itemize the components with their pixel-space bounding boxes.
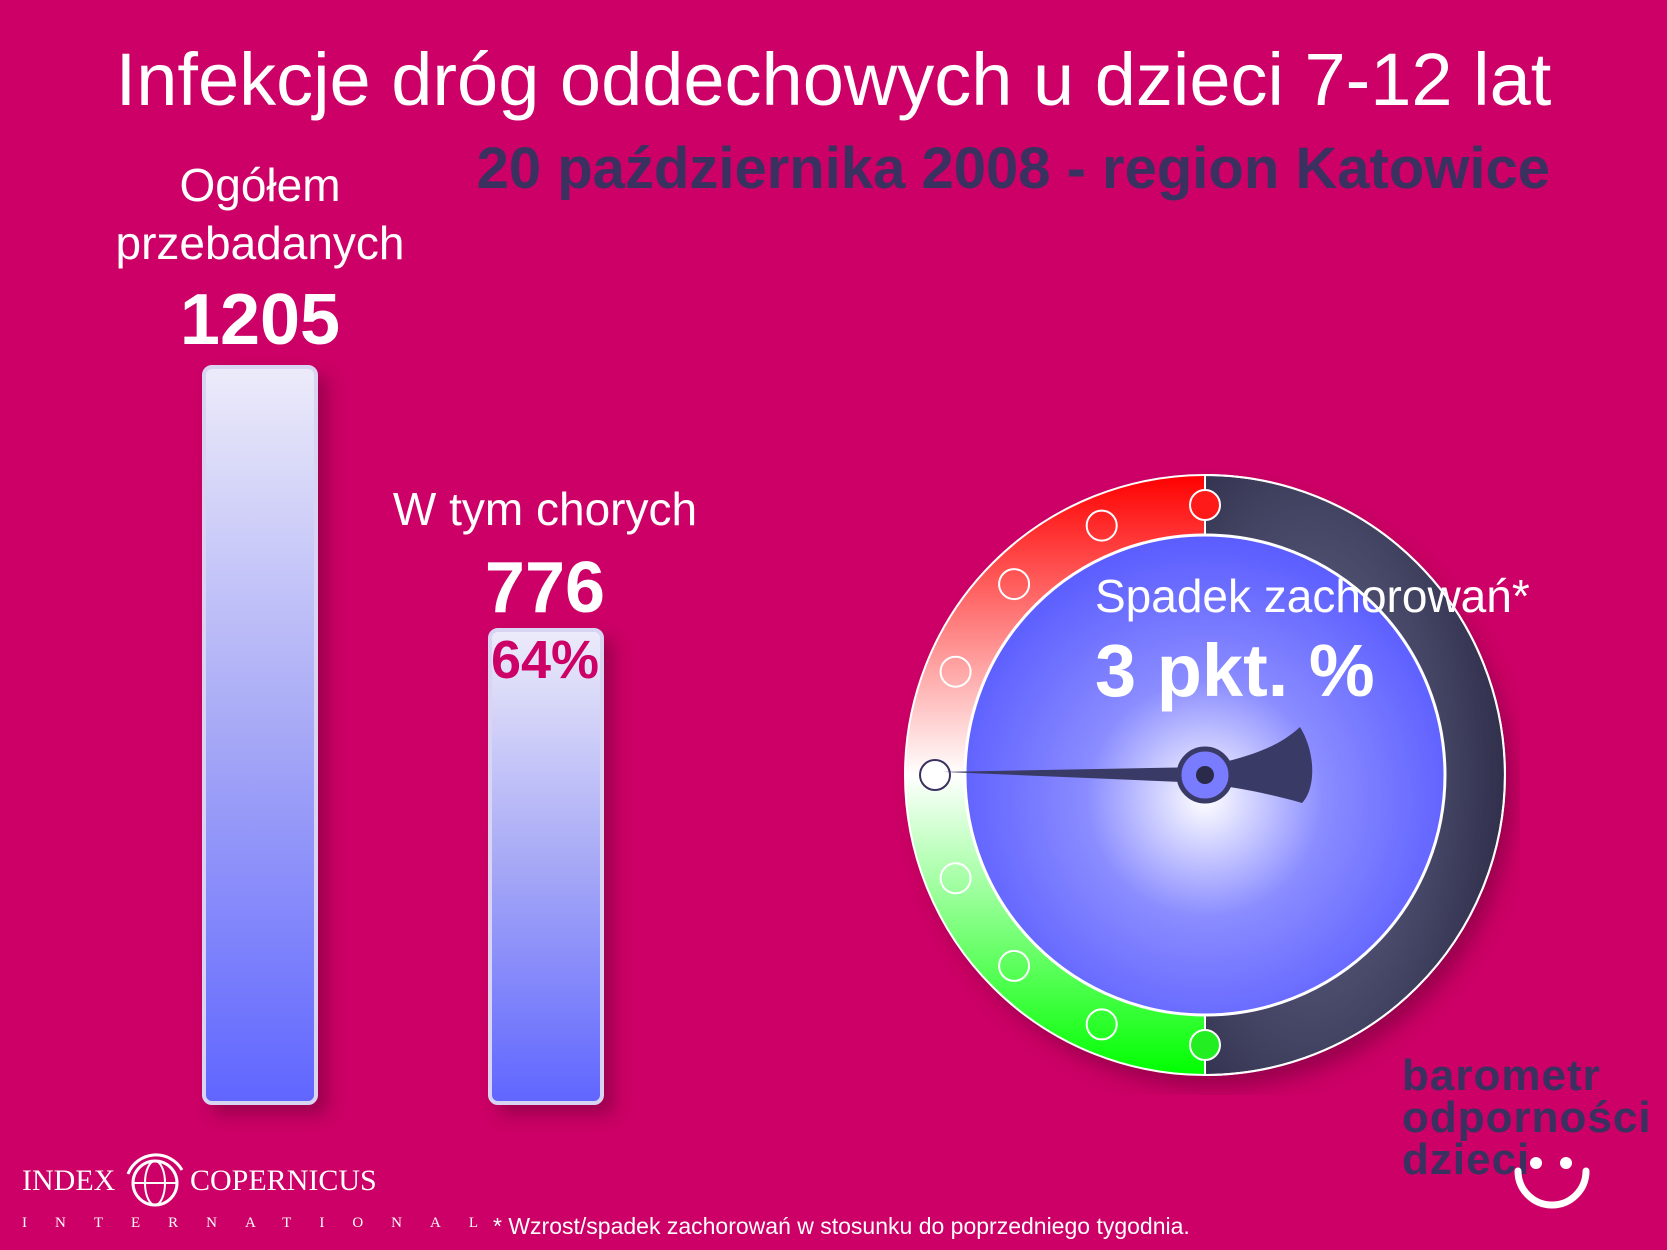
logo-text-international: INTERNATIONAL bbox=[22, 1215, 506, 1231]
bar-2-percent-label: 64% bbox=[490, 630, 600, 690]
barometer-gauge bbox=[904, 473, 1513, 1088]
smiley-icon bbox=[1514, 1157, 1590, 1209]
page-subtitle: 20 października 2008 - region Katowice bbox=[476, 136, 1550, 201]
bar-1-value-label: 1205 bbox=[179, 280, 341, 360]
logo-text-copernicus: COPERNICUS bbox=[190, 1164, 377, 1197]
bar-2 bbox=[488, 628, 604, 1105]
page-title: Infekcje dróg oddechowych u dzieci 7-12 … bbox=[115, 38, 1552, 121]
bar-1-label-line-1: Ogółem bbox=[179, 159, 341, 211]
bar-1 bbox=[202, 365, 318, 1105]
bar-chart: Ogółem przebadanych 1205 W tym chorych 7… bbox=[0, 150, 720, 1110]
gauge-tick bbox=[1189, 1029, 1221, 1061]
footnote: * Wzrost/spadek zachorowań w stosunku do… bbox=[493, 1213, 1190, 1239]
bar-2-value-label: 776 bbox=[484, 548, 606, 628]
gauge-tick bbox=[1085, 509, 1118, 542]
index-copernicus-logo: INDEX COPERNICUS INTERNATIONAL bbox=[22, 1150, 478, 1240]
gauge-tick bbox=[1189, 489, 1221, 521]
gauge-tick bbox=[998, 568, 1031, 601]
brand-line-1: barometr bbox=[1402, 1051, 1601, 1100]
gauge-tick bbox=[998, 949, 1031, 982]
gauge-hub-center bbox=[1196, 766, 1214, 784]
gauge-tick bbox=[939, 655, 972, 688]
gauge-value-label: 3 pkt. % bbox=[1095, 629, 1375, 712]
brand-logo: barometr odporności dzieci bbox=[1402, 1051, 1662, 1245]
gauge-tick bbox=[1085, 1008, 1118, 1041]
gauge-needle bbox=[943, 727, 1313, 804]
logo-text-index: INDEX bbox=[22, 1164, 116, 1197]
gauge-ticks bbox=[919, 489, 1221, 1061]
gauge-tick bbox=[919, 759, 951, 791]
globe-icon bbox=[126, 1153, 184, 1207]
gauge-tick bbox=[939, 862, 972, 895]
bar-2-label: W tym chorych bbox=[392, 483, 698, 535]
bar-1-label-line-2: przebadanych bbox=[115, 217, 405, 269]
brand-line-3: dzieci bbox=[1402, 1135, 1531, 1184]
brand-line-2: odporności bbox=[1402, 1093, 1652, 1142]
gauge-caption: Spadek zachorowań* bbox=[1095, 570, 1530, 622]
